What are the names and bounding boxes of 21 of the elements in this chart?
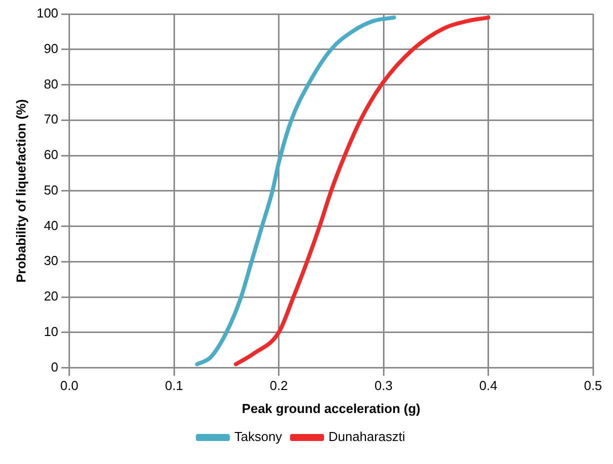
x-tick-label: 0.5 bbox=[584, 378, 602, 394]
x-tick-label: 0.4 bbox=[479, 378, 498, 394]
legend-label: Taksony bbox=[234, 429, 283, 444]
legend-label: Dunaharaszti bbox=[328, 429, 406, 444]
y-axis-title: Probability of liquefaction (%) bbox=[13, 99, 28, 283]
y-tick-label: 90 bbox=[44, 40, 58, 56]
y-tick-label: 50 bbox=[44, 182, 58, 198]
y-tick-label: 70 bbox=[44, 112, 58, 127]
x-tick-label: 0.1 bbox=[164, 378, 184, 394]
x-axis-title: Peak ground acceleration (g) bbox=[242, 400, 420, 416]
y-tick-label: 0 bbox=[51, 359, 58, 374]
y-tick-label: 30 bbox=[44, 253, 58, 268]
y-tick-label: 10 bbox=[44, 324, 58, 339]
x-tick-label: 0.0 bbox=[60, 378, 78, 394]
y-tick-label: 80 bbox=[44, 76, 58, 92]
y-tick-label: 40 bbox=[44, 218, 58, 233]
y-tick-label: 100 bbox=[36, 6, 58, 21]
x-tick-label: 0.3 bbox=[374, 378, 393, 394]
y-tick-label: 20 bbox=[44, 288, 58, 304]
x-tick-label: 0.2 bbox=[270, 378, 288, 394]
y-tick-label: 60 bbox=[44, 147, 58, 162]
